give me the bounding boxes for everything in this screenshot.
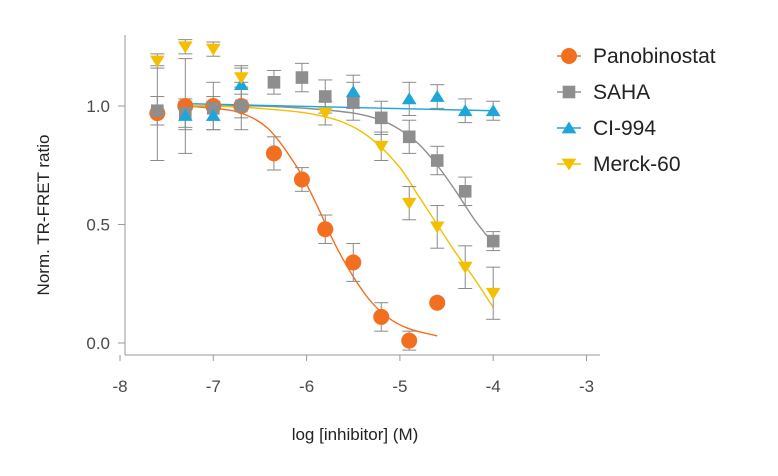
panobinostat-point — [317, 221, 334, 238]
ci-994-point — [429, 89, 445, 102]
legend-label: Merck-60 — [593, 153, 681, 176]
x-tick-label: -6 — [299, 377, 314, 396]
x-tick-label: -4 — [486, 377, 501, 396]
y-tick-label: 0.0 — [86, 334, 110, 353]
saha-point — [430, 154, 444, 167]
panobinostat-point — [345, 254, 362, 271]
saha-point — [458, 185, 472, 198]
saha-point — [234, 99, 248, 113]
merck-60-point — [233, 72, 249, 85]
legend-item-saha: SAHA — [557, 81, 650, 104]
ci-994-point — [485, 104, 501, 117]
merck-60-point — [373, 140, 389, 153]
merck-60-point — [457, 261, 473, 274]
legend-label: Panobinostat — [593, 45, 716, 68]
panobinostat-point — [401, 332, 418, 349]
legend-item-panobinostat: Panobinostat — [557, 45, 716, 68]
data-points — [149, 41, 501, 349]
legend-marker — [562, 85, 576, 99]
merck-60-point — [149, 55, 165, 68]
merck-60-point — [429, 221, 445, 234]
saha-point — [374, 111, 388, 125]
x-tick-label: -7 — [206, 377, 221, 396]
legend-label: CI-994 — [593, 117, 656, 140]
ci-994-point — [205, 108, 221, 121]
merck-60-point — [401, 197, 417, 210]
axes — [124, 35, 600, 356]
ci-994-point — [177, 108, 193, 121]
legend-marker — [561, 158, 577, 171]
ci-994-point — [401, 92, 417, 105]
panobinostat-fit-line — [185, 105, 438, 337]
panobinostat-point — [373, 308, 390, 325]
error-bars — [150, 39, 501, 351]
ci-994-point — [457, 104, 473, 117]
saha-point — [318, 90, 332, 103]
legend: Panobinostat SAHA CI-994 Merck-60 — [557, 45, 716, 176]
merck-60-point — [177, 41, 193, 54]
saha-point — [486, 234, 500, 248]
saha-fit-line — [185, 105, 494, 244]
saha-point — [267, 76, 281, 89]
x-axis-title: log [inhibitor] (M) — [292, 425, 419, 444]
y-tick-label: 0.5 — [86, 216, 110, 235]
y-axis-title: Norm. TR-FRET ratio — [34, 135, 53, 296]
saha-point — [151, 104, 164, 118]
saha-point — [346, 94, 360, 108]
ci-994-point — [345, 85, 361, 98]
y-tick-label: 1.0 — [86, 97, 110, 116]
legend-item-ci-994: CI-994 — [557, 117, 656, 140]
merck-60-point — [205, 43, 221, 56]
merck-60-point — [317, 107, 333, 120]
legend-label: SAHA — [593, 81, 650, 104]
legend-marker — [561, 48, 577, 64]
panobinostat-point — [265, 145, 282, 162]
merck-60-fit-line — [185, 105, 494, 308]
panobinostat-point — [293, 171, 310, 188]
ticks: -8 -7 -6 -5 -4 -3 0.0 0.5 1.0 — [86, 97, 594, 396]
saha-point — [402, 130, 416, 144]
x-tick-label: -3 — [579, 377, 594, 396]
saha-point — [295, 71, 309, 84]
x-tick-label: -5 — [392, 377, 407, 396]
panobinostat-point — [429, 294, 446, 311]
x-tick-label: -8 — [112, 377, 127, 396]
legend-item-merck-60: Merck-60 — [557, 153, 681, 176]
saha-point — [207, 102, 220, 115]
fit-curves — [185, 102, 494, 337]
merck-60-point — [485, 287, 501, 300]
legend-marker — [561, 121, 577, 134]
